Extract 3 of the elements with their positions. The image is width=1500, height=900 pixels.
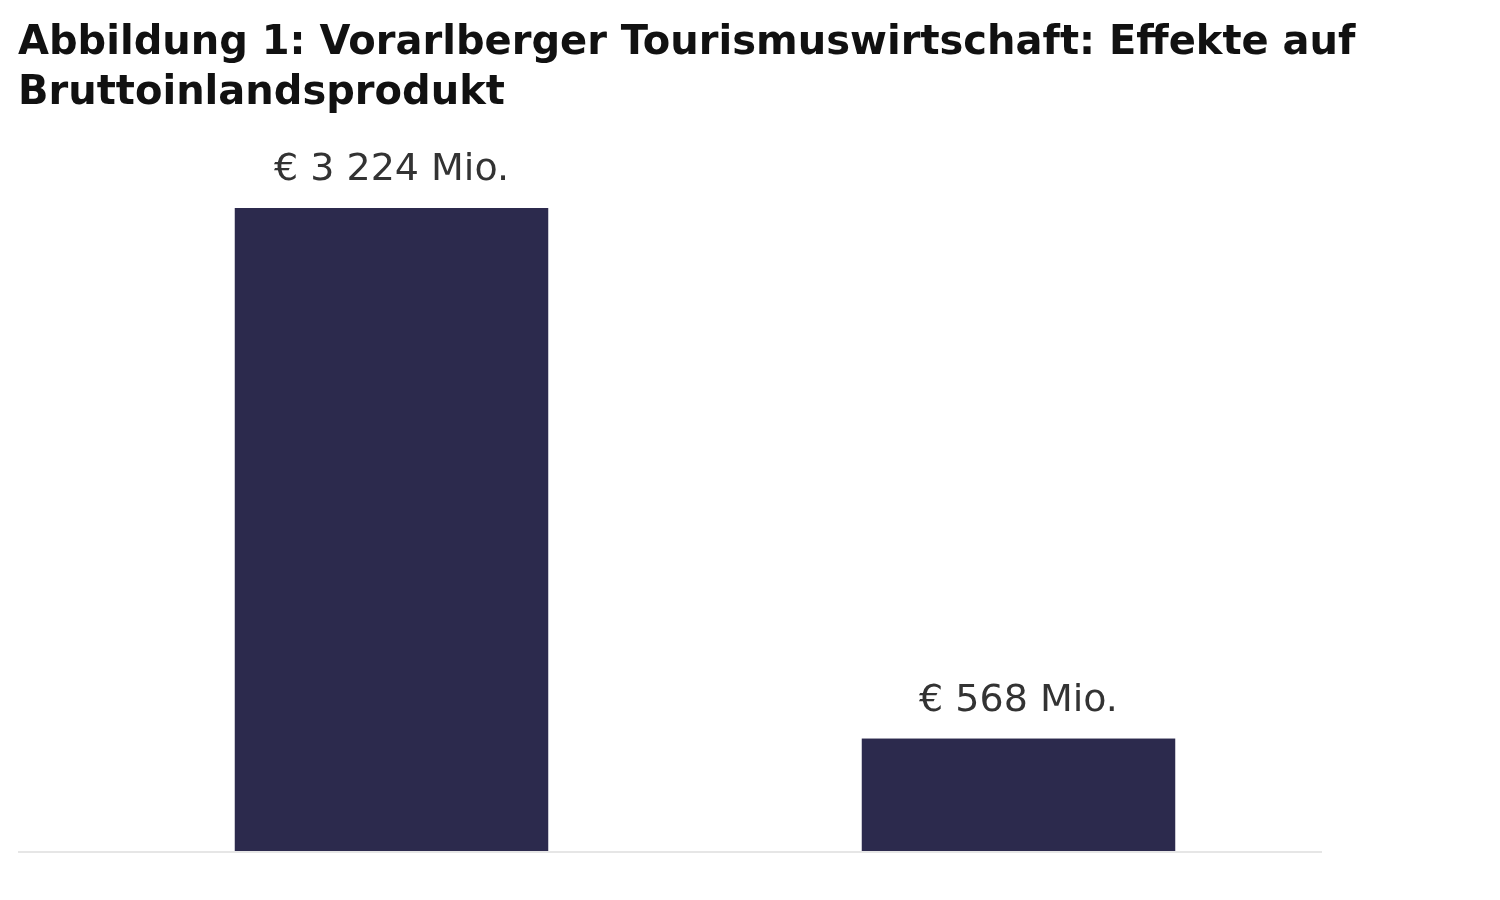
data-label: € 3 224 Mio.	[273, 145, 510, 189]
data-label: € 568 Mio.	[919, 675, 1118, 720]
chart-title: Abbildung 1: Vorarlberger Tourismuswirtschaft: Effekte auf Bruttoinlandsprodukt	[18, 17, 1357, 113]
